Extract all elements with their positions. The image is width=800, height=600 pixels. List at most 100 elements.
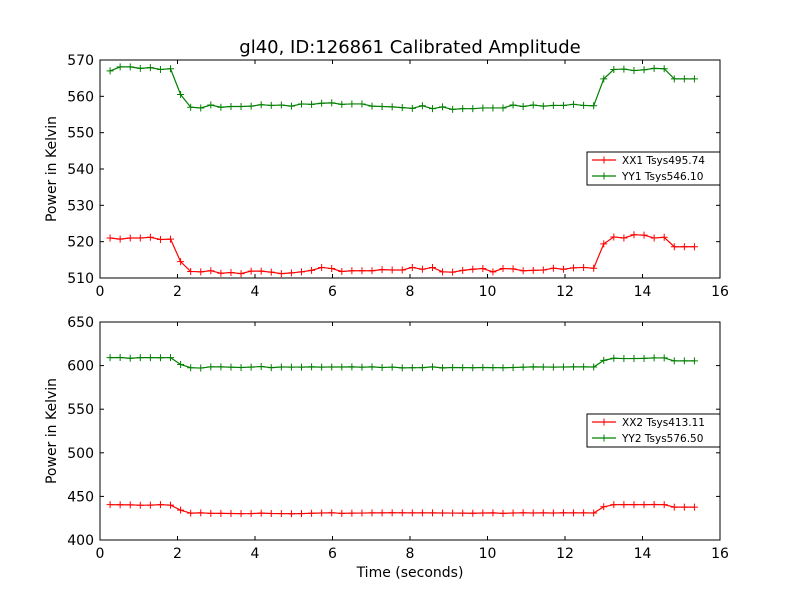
y-axis-label: Power in Kelvin <box>44 116 60 222</box>
data-point <box>670 243 678 251</box>
data-point <box>388 103 396 111</box>
data-point <box>559 363 567 371</box>
data-point <box>439 364 447 372</box>
data-point <box>610 501 618 509</box>
data-point <box>499 364 507 372</box>
data-point <box>146 501 154 509</box>
data-point <box>499 104 507 112</box>
data-point <box>590 363 598 371</box>
data-point <box>368 509 376 517</box>
data-point <box>408 104 416 112</box>
y-tick-label: 650 <box>67 315 94 331</box>
x-tick-label: 6 <box>328 546 337 562</box>
data-point <box>469 509 477 517</box>
legend-box <box>586 413 721 448</box>
data-point <box>439 509 447 517</box>
data-point <box>328 99 336 107</box>
data-point <box>136 234 144 242</box>
data-point <box>187 509 195 517</box>
data-point <box>378 103 386 111</box>
data-point <box>408 509 416 517</box>
data-point <box>580 263 588 271</box>
legend-box <box>586 151 721 186</box>
data-point <box>217 363 225 371</box>
data-point <box>116 63 124 71</box>
x-tick-label: 12 <box>556 546 574 562</box>
data-point <box>439 103 447 111</box>
data-point <box>227 269 235 277</box>
data-point <box>267 101 275 109</box>
data-point <box>257 101 265 109</box>
data-point <box>449 364 457 372</box>
data-point <box>459 364 467 372</box>
data-point <box>247 267 255 275</box>
data-point <box>358 100 366 108</box>
data-point <box>660 65 668 73</box>
data-point <box>167 501 175 509</box>
data-point <box>207 509 215 517</box>
x-tick-label: 6 <box>328 284 337 300</box>
data-point <box>338 509 346 517</box>
data-point <box>428 263 436 271</box>
data-point <box>398 104 406 112</box>
data-point <box>368 363 376 371</box>
data-point <box>690 75 698 83</box>
y-tick-label: 530 <box>67 198 94 214</box>
data-point <box>539 266 547 274</box>
y-axis-label: Power in Kelvin <box>44 378 60 484</box>
data-point <box>428 105 436 113</box>
data-point <box>257 267 265 275</box>
data-point <box>247 363 255 371</box>
data-point <box>398 509 406 517</box>
data-point <box>167 354 175 362</box>
data-point <box>338 267 346 275</box>
data-point <box>650 234 658 242</box>
data-point <box>156 235 164 243</box>
data-point <box>167 235 175 243</box>
data-point <box>580 509 588 517</box>
data-point <box>358 363 366 371</box>
data-point <box>489 364 497 372</box>
legend-item: YY1 Tsys546.10 <box>592 171 703 183</box>
data-point <box>600 503 608 511</box>
data-point <box>378 266 386 274</box>
data-point <box>549 101 557 109</box>
data-point <box>318 263 326 271</box>
x-axis-label: Time (seconds) <box>356 565 464 581</box>
y-tick-label: 550 <box>67 402 94 418</box>
data-point <box>428 509 436 517</box>
data-point <box>227 509 235 517</box>
data-point <box>277 510 285 518</box>
data-point <box>287 269 295 277</box>
data-point <box>449 268 457 276</box>
data-point <box>549 264 557 272</box>
data-point <box>177 506 185 514</box>
data-point <box>690 503 698 511</box>
data-point <box>459 266 467 274</box>
data-point <box>509 364 517 372</box>
y-tick-label: 400 <box>67 533 94 549</box>
x-tick-label: 10 <box>479 284 497 300</box>
data-point <box>146 233 154 241</box>
data-point <box>116 353 124 361</box>
data-point <box>237 103 245 111</box>
data-point <box>519 267 527 275</box>
data-point <box>610 233 618 241</box>
chart-title: gl40, ID:126861 Calibrated Amplitude <box>239 37 580 58</box>
data-point <box>650 501 658 509</box>
y-tick-label: 540 <box>67 162 94 178</box>
data-point <box>348 509 356 517</box>
data-point <box>459 105 467 113</box>
data-point <box>348 267 356 275</box>
data-point <box>146 354 154 362</box>
data-point <box>197 104 205 112</box>
y-tick-label: 510 <box>67 271 94 287</box>
data-point <box>187 103 195 111</box>
data-point <box>499 265 507 273</box>
data-point <box>539 509 547 517</box>
data-point <box>217 269 225 277</box>
data-point <box>539 102 547 110</box>
data-point <box>217 103 225 111</box>
